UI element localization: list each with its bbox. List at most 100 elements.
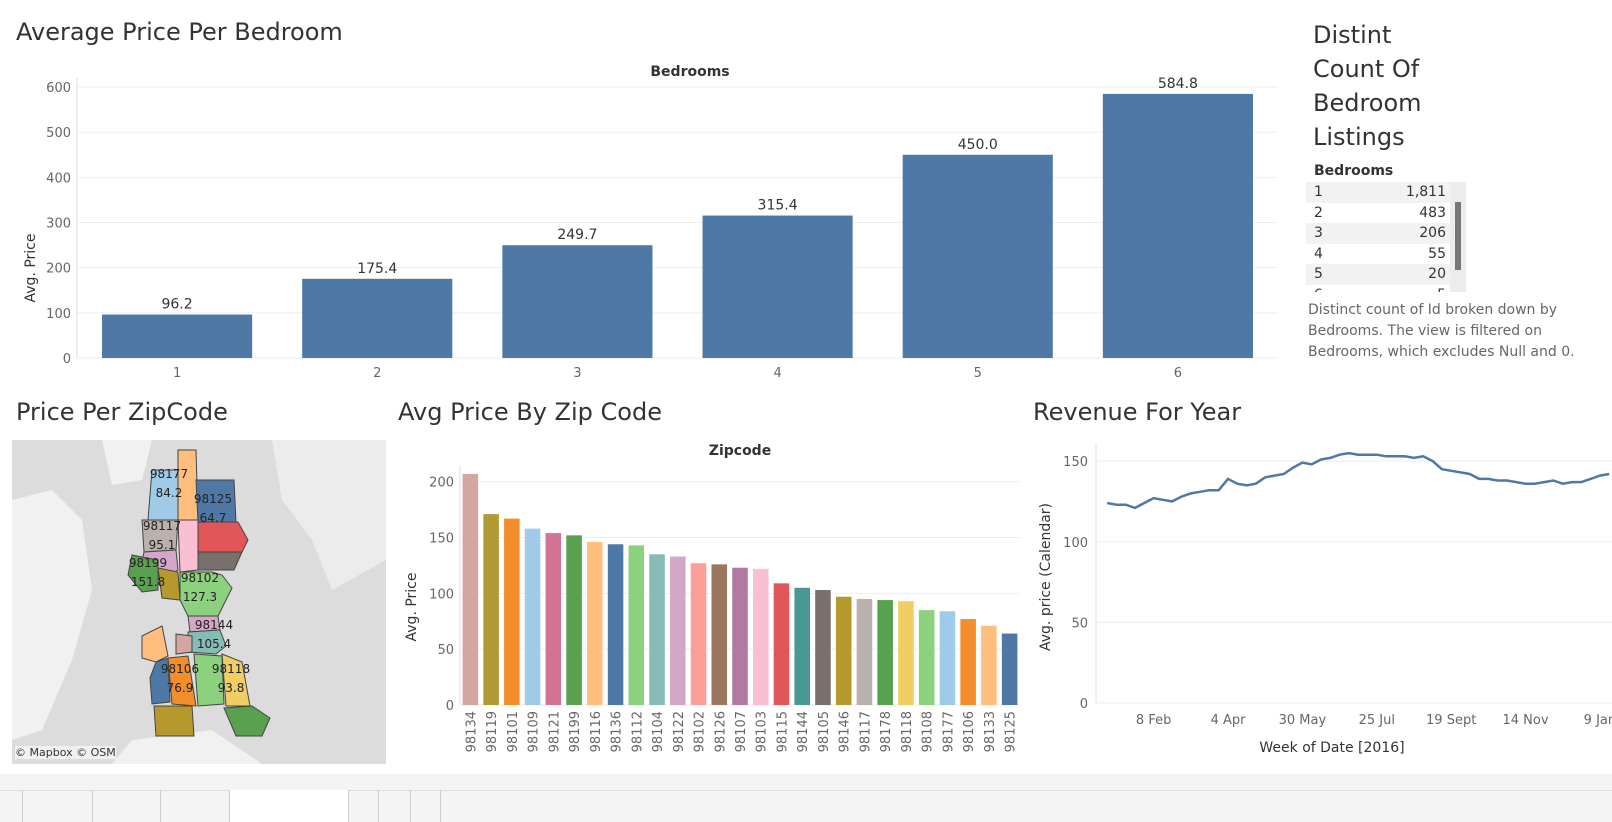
bar[interactable] [773,583,790,705]
bar[interactable] [960,619,976,705]
zip-map[interactable]: 98177 84.2 98125 64.7 98117 95.1 98199 151.8… [12,440,386,764]
zip-region[interactable] [175,633,193,655]
bar[interactable] [502,245,653,358]
zip-region[interactable] [197,521,249,553]
bar[interactable] [102,314,253,358]
bar[interactable] [1001,633,1018,705]
x-tick-label: 98103 [755,711,770,752]
x-tick-label: 98144 [796,711,811,752]
chart-title-revenue: Revenue For Year [1033,398,1242,426]
bar[interactable] [856,598,873,705]
chart-title-price-per-zip: Price Per ZipCode [16,398,228,426]
map-label-value: 84.2 [155,486,183,500]
bar[interactable] [649,554,665,705]
scrollbar-track[interactable] [1450,182,1466,292]
map-label: 98125 64.7 [188,490,238,528]
bar[interactable] [302,278,453,358]
cell-bedrooms: 6 [1314,285,1437,292]
zip-region[interactable] [167,655,197,707]
bar[interactable] [587,542,603,705]
title-line: Distint [1313,21,1392,49]
x-tick-label: 98146 [838,711,853,752]
bar[interactable] [794,587,810,705]
x-tick-label: 98122 [672,711,687,752]
scrollbar-thumb[interactable] [1455,202,1461,270]
sheet-tab-active[interactable] [229,790,349,822]
bar[interactable] [545,533,562,705]
zip-bar-chart[interactable]: Zipcode Avg. Price 0 50 100 150 200 98134 981… [396,435,1026,765]
map-label: 98117 95.1 [137,517,187,555]
data-label: 450.0 [958,137,998,153]
y-tick-label: 0 [446,699,454,714]
cell-count: 20 [1428,266,1446,283]
x-axis-label: Week of Date [2016] [1259,740,1404,756]
x-tick-label: 98119 [485,711,500,752]
divider [160,790,161,822]
x-tick-label: 98109 [527,711,542,752]
cell-count: 483 [1419,204,1446,221]
bar[interactable] [902,154,1053,358]
bar[interactable] [566,535,582,705]
zip-region[interactable] [153,705,195,737]
y-tick-label: 100 [46,307,71,322]
x-tick-label: 30 May [1279,713,1327,728]
zip-region[interactable] [197,551,243,571]
bar[interactable] [898,601,914,705]
map-label-value: 76.9 [166,681,194,695]
map-water [112,730,262,764]
bar[interactable] [670,556,686,705]
cell-count: 5 [1437,285,1450,292]
map-water [102,440,152,485]
y-axis-label: Avg. price (Calendar) [1038,503,1054,651]
bar[interactable] [711,564,728,705]
bar[interactable] [981,625,997,705]
map-label-zip: 98117 [142,519,182,533]
y-tick-label: 200 [429,476,454,491]
bar[interactable] [835,596,852,705]
map-label-zip: 98125 [193,492,233,506]
y-tick-label: 100 [1063,536,1088,551]
bar[interactable] [918,610,935,705]
bar[interactable] [939,611,956,705]
chart-title-distinct-count: Distint Count Of Bedroom Listings [1313,18,1422,154]
bar[interactable] [628,545,645,705]
map-label-zip: 98199 [128,556,168,570]
x-tick-label: 1 [173,366,181,380]
x-tick-label: 98133 [983,711,998,752]
zip-region[interactable] [223,705,271,737]
bar[interactable] [877,600,893,705]
map-label: 98144 105.4 [189,616,239,654]
bedroom-bar-chart[interactable]: Bedrooms Avg. Price 0100200300400500600 … [0,50,1300,380]
zip-region[interactable] [127,554,159,593]
bar[interactable] [462,473,479,705]
bar[interactable] [504,518,520,705]
bar[interactable] [690,563,707,705]
bar[interactable] [1102,93,1253,358]
table-caption: Distinct count of Id broken down by Bedr… [1308,302,1575,360]
zip-region[interactable] [149,657,171,705]
bar[interactable] [607,544,624,705]
zip-region[interactable] [193,653,225,707]
bar[interactable] [732,567,748,705]
bar[interactable] [483,514,499,705]
revenue-line-chart[interactable]: Avg. price (Calendar) Week of Date [2016… [1032,435,1612,765]
map-label-zip: 98106 [160,662,200,676]
map-label-zip: 98177 [149,467,189,481]
bar[interactable] [752,568,769,705]
y-axis-label: Avg. Price [23,234,39,303]
divider [378,790,379,822]
zip-region[interactable] [179,571,233,617]
x-tick-label: 98121 [547,711,562,752]
bar[interactable] [524,528,541,705]
x-tick-label: 98108 [921,711,936,752]
bar[interactable] [815,590,831,705]
zip-region[interactable] [141,625,169,663]
map-attribution[interactable]: © Mapbox © OSM [15,746,116,759]
cell-count: 206 [1419,225,1446,242]
bar[interactable] [702,215,853,358]
x-tick-label: 5 [974,366,982,380]
x-tick-label: 9 Jan [1584,713,1612,728]
series-line-avg-price[interactable] [1106,451,1610,510]
